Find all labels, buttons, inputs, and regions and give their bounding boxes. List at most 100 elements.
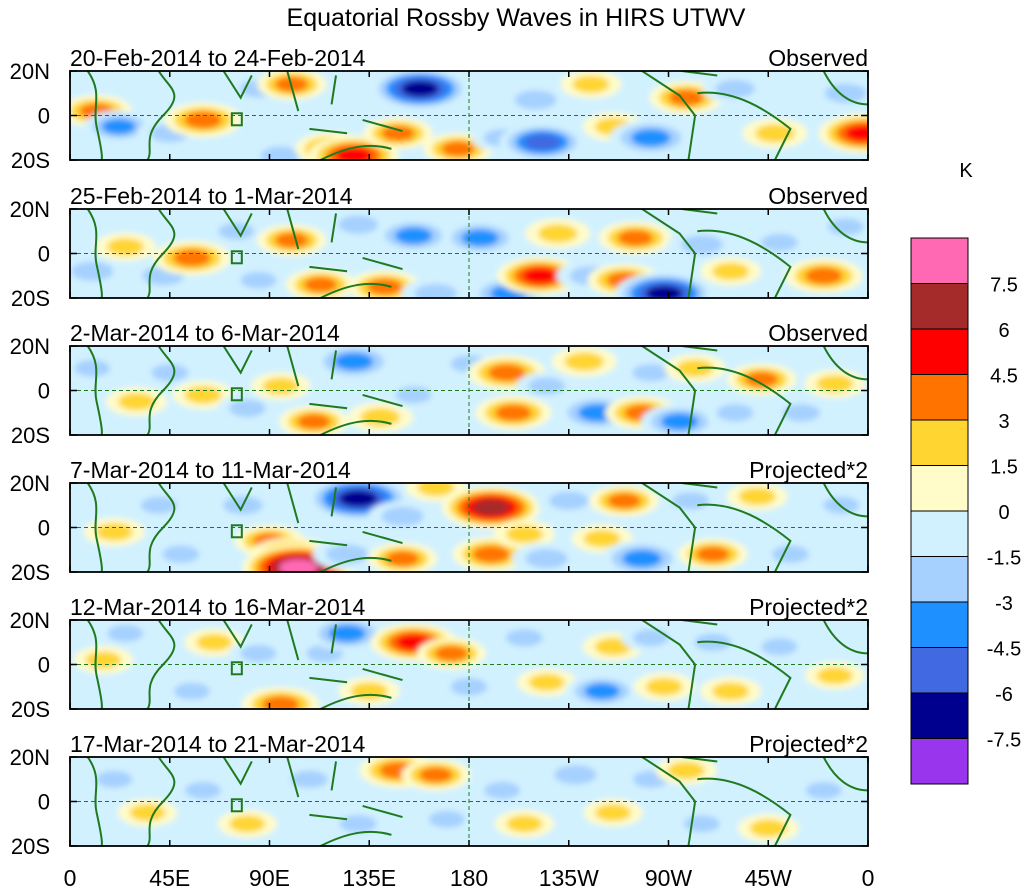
contour-region bbox=[645, 678, 683, 696]
coast-india bbox=[222, 346, 253, 375]
contour-region bbox=[805, 267, 843, 285]
panel-date-range: 7-Mar-2014 to 11-Mar-2014 bbox=[70, 457, 351, 483]
coastlines bbox=[86, 71, 868, 160]
contour-region bbox=[760, 233, 798, 252]
contour-region bbox=[360, 408, 401, 427]
contour-region bbox=[484, 781, 521, 799]
contour-region bbox=[583, 529, 621, 548]
contour-region bbox=[96, 770, 133, 788]
coast-india bbox=[222, 483, 253, 512]
x-tick-label: 90E bbox=[249, 865, 290, 890]
coast-new-guinea bbox=[362, 393, 403, 408]
colorbar-level-label: 7.5 bbox=[990, 275, 1018, 297]
contour-region bbox=[184, 111, 222, 129]
colorbar-swatch bbox=[910, 419, 969, 466]
y-tick-label: 20N bbox=[10, 608, 50, 633]
panel-kind-label: Observed bbox=[768, 183, 868, 209]
coast-maritime bbox=[286, 209, 348, 273]
y-tick-label: 20N bbox=[10, 59, 50, 84]
contour-region bbox=[622, 549, 662, 568]
colorbar-level-label: -4.5 bbox=[987, 639, 1021, 661]
coastlines bbox=[86, 620, 868, 709]
colorbar-swatch bbox=[910, 283, 969, 330]
contour-region bbox=[228, 399, 266, 417]
y-tick-label: 20S bbox=[11, 697, 50, 722]
contour-region bbox=[334, 352, 374, 371]
contour-region bbox=[401, 80, 439, 97]
contour-region bbox=[395, 227, 433, 245]
colorbar-level-label: -7.5 bbox=[987, 730, 1021, 752]
contour-region bbox=[414, 284, 457, 298]
colorbar: -7.5 -6 -4.5 -3 -1.5 0 1.5 3 4.5 6 7.5 bbox=[910, 237, 1021, 785]
contour-region bbox=[524, 134, 560, 151]
y-tick-label: 0 bbox=[38, 104, 50, 129]
coastlines bbox=[86, 209, 868, 298]
coast-maritime bbox=[286, 757, 348, 821]
x-tick-label: 135W bbox=[539, 865, 599, 890]
coast-africa bbox=[86, 71, 103, 160]
coast-new-guinea bbox=[362, 256, 403, 271]
contour-region bbox=[385, 551, 420, 567]
contour-region bbox=[472, 499, 510, 516]
x-axis: 0 45E 90E 135E 180 135W 90W 45W 0 bbox=[64, 865, 875, 890]
contour-region bbox=[572, 75, 610, 94]
colorbar-level-label: -1.5 bbox=[987, 548, 1021, 570]
contour-region bbox=[95, 523, 133, 541]
y-tick-label: 20S bbox=[11, 148, 50, 173]
coast-australia bbox=[320, 144, 392, 160]
contour-region bbox=[335, 147, 373, 160]
contour-region bbox=[461, 229, 499, 247]
coast-maritime bbox=[286, 620, 348, 684]
contour-region bbox=[275, 232, 309, 248]
contour-region bbox=[595, 804, 632, 822]
panel-kind-label: Projected*2 bbox=[749, 731, 868, 757]
coast-new-guinea bbox=[362, 530, 403, 545]
coastlines bbox=[86, 757, 868, 846]
contour-region bbox=[184, 386, 222, 404]
contour-region bbox=[824, 83, 867, 103]
panel-date-range: 20-Feb-2014 to 24-Feb-2014 bbox=[70, 45, 366, 71]
colorbar-level-label: 4.5 bbox=[990, 366, 1018, 388]
contour-region bbox=[514, 90, 557, 110]
coast-africa bbox=[86, 346, 103, 435]
panel-1: 20N 0 20S 20-Feb-2014 to 24-Feb-2014 Observe… bbox=[10, 45, 869, 173]
contour-region bbox=[262, 377, 299, 395]
contour-region bbox=[338, 215, 379, 234]
contour-region bbox=[339, 815, 377, 833]
contour-region bbox=[278, 559, 318, 572]
coast-americas bbox=[640, 209, 792, 298]
coast-west-africa bbox=[822, 483, 868, 518]
contour-region bbox=[140, 496, 177, 514]
contour-region bbox=[607, 493, 641, 509]
coastlines bbox=[86, 346, 868, 435]
contour-region bbox=[367, 278, 403, 295]
contour-region bbox=[712, 262, 750, 280]
y-tick-label: 20S bbox=[11, 423, 50, 448]
coast-americas bbox=[640, 620, 792, 709]
y-tick-label: 0 bbox=[38, 516, 50, 541]
contour-region bbox=[495, 404, 532, 421]
coast-americas bbox=[640, 71, 792, 160]
x-tick-label: 45W bbox=[745, 865, 793, 890]
contour-region bbox=[816, 667, 853, 685]
colorbar-swatch bbox=[910, 647, 969, 694]
contour-region bbox=[537, 224, 578, 243]
anomaly-field bbox=[70, 483, 868, 572]
contour-region bbox=[350, 682, 388, 700]
contour-region bbox=[101, 118, 136, 135]
y-tick-label: 0 bbox=[38, 790, 50, 815]
contour-region bbox=[505, 525, 543, 543]
contour-region bbox=[549, 491, 589, 510]
panel-kind-label: Observed bbox=[768, 320, 868, 346]
coast-maritime bbox=[286, 346, 348, 410]
contour-region bbox=[129, 804, 166, 822]
coast-australia bbox=[320, 282, 392, 298]
contour-region bbox=[632, 364, 670, 382]
contour-region bbox=[162, 545, 200, 563]
panels: 20N 0 20S 20-Feb-2014 to 24-Feb-2014 Observe… bbox=[10, 45, 869, 859]
contour-region bbox=[823, 496, 860, 514]
anomaly-field bbox=[70, 346, 868, 435]
contour-region bbox=[262, 696, 300, 709]
y-tick-label: 20S bbox=[11, 834, 50, 859]
contour-region bbox=[395, 386, 432, 404]
